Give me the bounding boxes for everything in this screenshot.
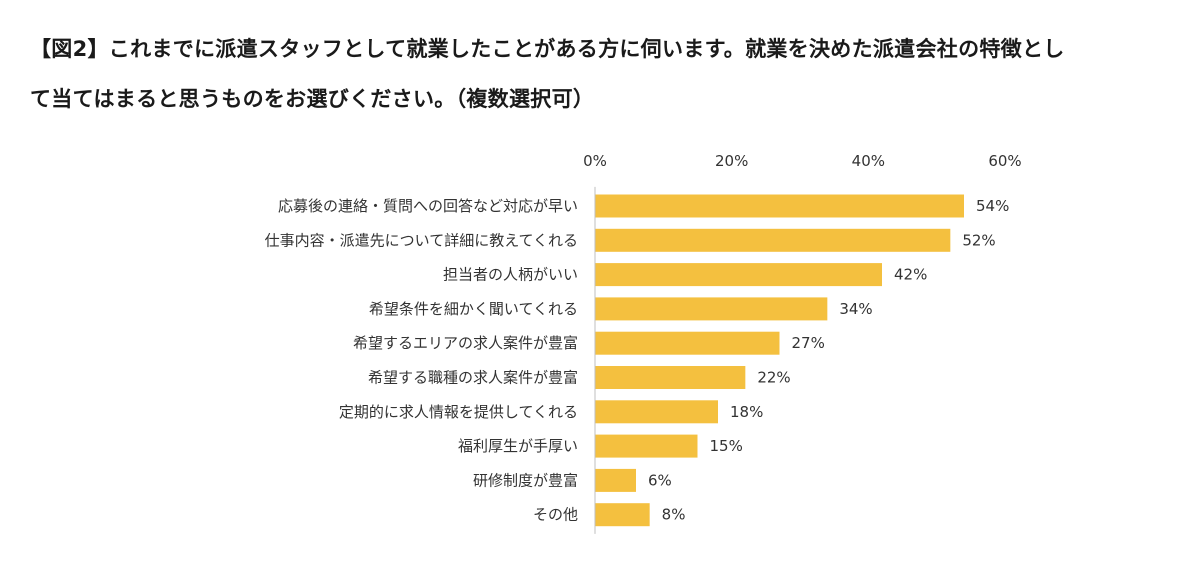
x-axis-ticks: 0% 20% 40% 60% <box>583 152 1022 170</box>
data-label: 18% <box>730 403 763 421</box>
bar <box>595 194 964 218</box>
data-label: 22% <box>757 369 790 387</box>
bar <box>595 503 650 527</box>
data-label: 52% <box>962 231 995 249</box>
chart-title: 【図2】これまでに派遣スタッフとして就業したことがある方に伺います。就業を決めた… <box>30 24 1180 124</box>
bar <box>595 263 882 287</box>
data-label: 8% <box>662 506 686 524</box>
category-label: 担当者の人柄がいい <box>443 266 578 284</box>
category-label: 研修制度が豊富 <box>473 471 578 489</box>
category-label: 希望するエリアの求人案件が豊富 <box>353 334 578 352</box>
category-label: 福利厚生が手厚い <box>458 437 578 455</box>
bar <box>595 331 780 355</box>
data-label: 27% <box>792 334 825 352</box>
data-label: 34% <box>839 300 872 318</box>
chart-title-line-2: て当てはまると思うものをお選びください。（複数選択可） <box>30 87 595 111</box>
chart-title-line-1: 【図2】これまでに派遣スタッフとして就業したことがある方に伺います。就業を決めた… <box>30 37 1065 61</box>
category-label: その他 <box>533 506 578 524</box>
bar <box>595 297 828 321</box>
bars <box>595 194 964 527</box>
bar <box>595 468 636 492</box>
x-tick-label: 20% <box>715 152 748 170</box>
data-label: 42% <box>894 266 927 284</box>
x-tick-label: 60% <box>988 152 1021 170</box>
bar <box>595 400 718 424</box>
category-labels: 応募後の連絡・質問への回答など対応が早い仕事内容・派遣先について詳細に教えてくれ… <box>265 197 578 524</box>
category-label: 応募後の連絡・質問への回答など対応が早い <box>278 197 578 215</box>
bar <box>595 228 951 252</box>
bar <box>595 434 698 458</box>
data-label: 6% <box>648 471 672 489</box>
category-label: 希望する職種の求人案件が豊富 <box>368 369 578 387</box>
bar <box>595 366 746 389</box>
x-tick-label: 40% <box>852 152 885 170</box>
category-label: 定期的に求人情報を提供してくれる <box>339 403 578 421</box>
category-label: 希望条件を細かく聞いてくれる <box>369 300 578 318</box>
category-label: 仕事内容・派遣先について詳細に教えてくれる <box>265 231 578 249</box>
x-tick-label: 0% <box>583 152 607 170</box>
data-label: 54% <box>976 197 1009 215</box>
data-label: 15% <box>710 437 743 455</box>
value-labels: 54% 52% 42% 34% 27%22% 18% 15% 6% 8% <box>648 197 1009 524</box>
